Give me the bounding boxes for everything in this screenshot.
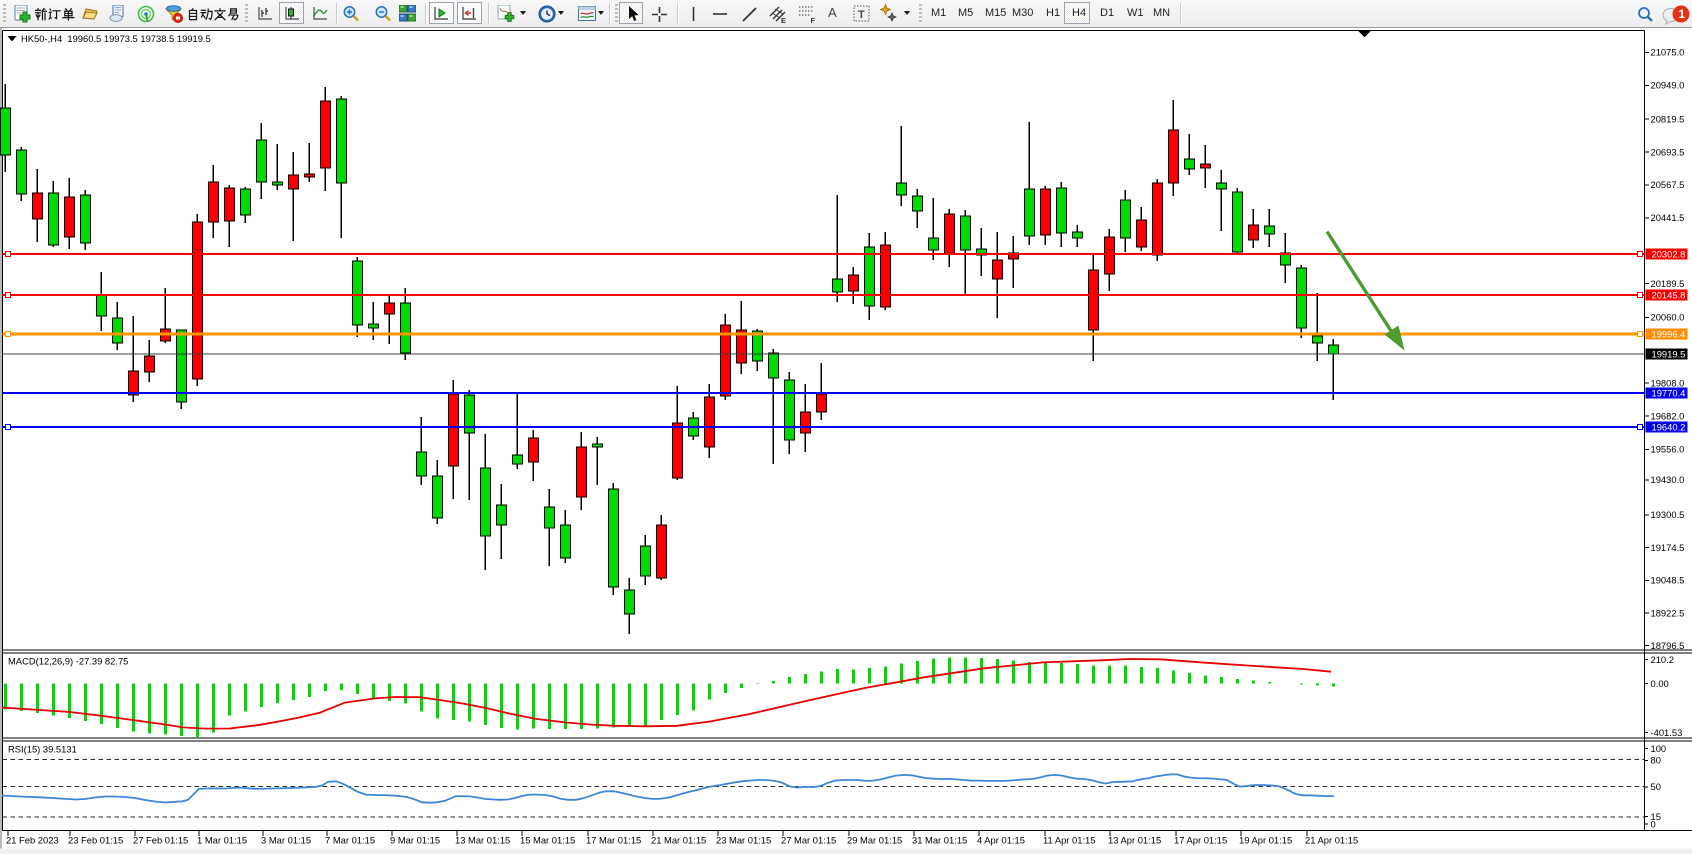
svg-text:19430.0: 19430.0 (1651, 474, 1685, 485)
svg-text:F: F (811, 16, 816, 24)
svg-text:80: 80 (1651, 755, 1661, 766)
svg-text:1: 1 (1679, 7, 1686, 21)
svg-text:20819.5: 20819.5 (1651, 113, 1685, 124)
svg-text:23 Feb 01:15: 23 Feb 01:15 (68, 835, 123, 846)
svg-text:23 Mar 01:15: 23 Mar 01:15 (716, 835, 771, 846)
svg-text:0.00: 0.00 (1651, 678, 1669, 689)
svg-text:21 Apr 01:15: 21 Apr 01:15 (1305, 835, 1358, 846)
svg-text:210.2: 210.2 (1651, 654, 1674, 665)
svg-text:19919.5: 19919.5 (1652, 348, 1686, 359)
svg-text:20302.8: 20302.8 (1652, 248, 1686, 259)
svg-text:20060.0: 20060.0 (1651, 312, 1685, 323)
svg-text:19640.2: 19640.2 (1652, 421, 1686, 432)
svg-text:21 Mar 01:15: 21 Mar 01:15 (651, 835, 706, 846)
svg-text:19770.4: 19770.4 (1652, 387, 1686, 398)
svg-text:7 Mar 01:15: 7 Mar 01:15 (325, 835, 375, 846)
svg-text:17 Apr 01:15: 17 Apr 01:15 (1174, 835, 1227, 846)
svg-text:18922.5: 18922.5 (1651, 608, 1685, 619)
svg-text:HK50-,H4 19960.5 19973.5 1973: HK50-,H4 19960.5 19973.5 19738.5 19919.5 (21, 33, 211, 44)
svg-text:19808.0: 19808.0 (1651, 378, 1685, 389)
svg-text:21075.0: 21075.0 (1651, 47, 1685, 58)
svg-text:19996.4: 19996.4 (1652, 328, 1686, 339)
svg-text:20949.0: 20949.0 (1651, 80, 1685, 91)
svg-text:15: 15 (1651, 811, 1661, 822)
svg-text:4 Apr 01:15: 4 Apr 01:15 (977, 835, 1025, 846)
svg-text:27 Mar 01:15: 27 Mar 01:15 (781, 835, 836, 846)
svg-text:20145.8: 20145.8 (1652, 289, 1686, 300)
svg-text:17 Mar 01:15: 17 Mar 01:15 (586, 835, 641, 846)
svg-text:3 Mar 01:15: 3 Mar 01:15 (261, 835, 311, 846)
svg-text:0: 0 (1651, 818, 1656, 829)
svg-text:100: 100 (1651, 743, 1667, 754)
svg-text:19556.0: 19556.0 (1651, 444, 1685, 455)
svg-text:50: 50 (1651, 781, 1661, 792)
svg-text:E: E (781, 16, 786, 24)
svg-text:20567.5: 20567.5 (1651, 179, 1685, 190)
svg-text:19 Apr 01:15: 19 Apr 01:15 (1239, 835, 1292, 846)
svg-text:15 Mar 01:15: 15 Mar 01:15 (520, 835, 575, 846)
svg-text:-401.53: -401.53 (1651, 727, 1683, 738)
svg-text:18796.5: 18796.5 (1651, 640, 1685, 651)
svg-text:13 Mar 01:15: 13 Mar 01:15 (455, 835, 510, 846)
svg-text:19300.5: 19300.5 (1651, 509, 1685, 520)
svg-text:20189.5: 20189.5 (1651, 278, 1685, 289)
svg-text:20693.5: 20693.5 (1651, 146, 1685, 157)
svg-text:MACD(12,26,9) -27.39 82.75: MACD(12,26,9) -27.39 82.75 (8, 656, 128, 667)
svg-text:19048.5: 19048.5 (1651, 575, 1685, 586)
svg-text:21 Feb 2023: 21 Feb 2023 (6, 835, 59, 846)
svg-text:11 Apr 01:15: 11 Apr 01:15 (1043, 835, 1095, 846)
svg-text:27 Feb 01:15: 27 Feb 01:15 (133, 835, 188, 846)
svg-text:20441.5: 20441.5 (1651, 212, 1685, 223)
svg-text:29 Mar 01:15: 29 Mar 01:15 (847, 835, 902, 846)
svg-text:9 Mar 01:15: 9 Mar 01:15 (390, 835, 440, 846)
svg-text:T: T (858, 9, 865, 21)
svg-text:19174.5: 19174.5 (1651, 542, 1685, 553)
svg-text:RSI(15) 39.5131: RSI(15) 39.5131 (8, 744, 77, 755)
svg-text:31 Mar 01:15: 31 Mar 01:15 (912, 835, 967, 846)
svg-text:1 Mar 01:15: 1 Mar 01:15 (197, 835, 247, 846)
svg-text:13 Apr 01:15: 13 Apr 01:15 (1108, 835, 1161, 846)
svg-text:19682.0: 19682.0 (1651, 410, 1685, 421)
